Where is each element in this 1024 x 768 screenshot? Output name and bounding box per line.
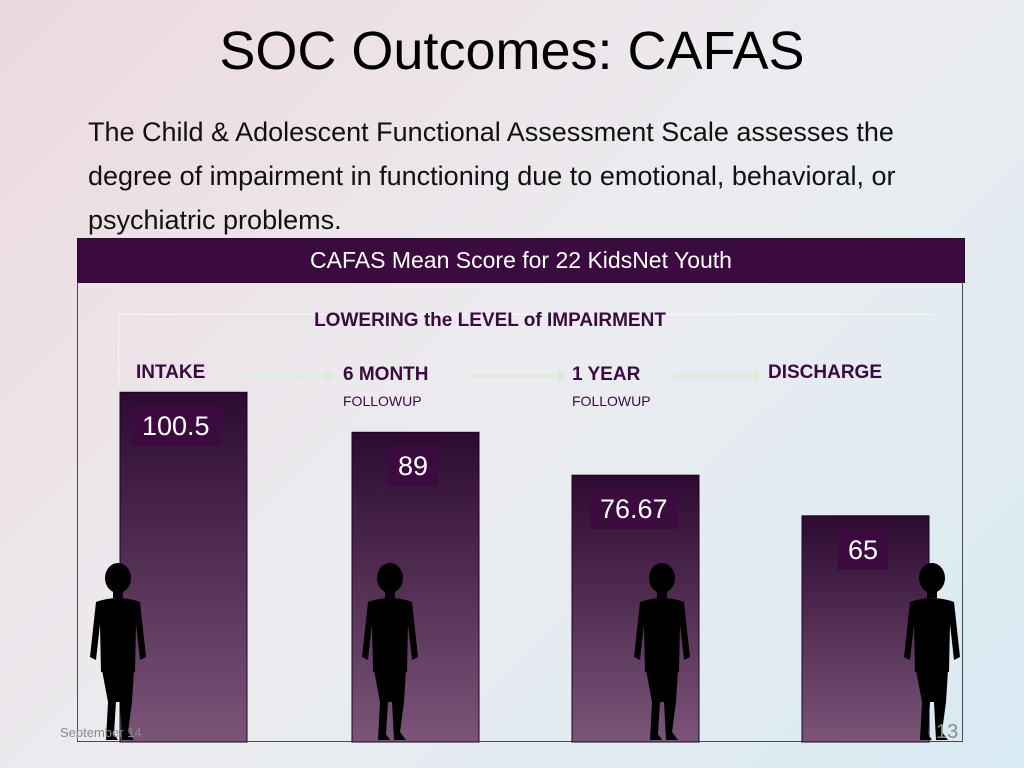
data-label-6-month: 89: [388, 446, 439, 487]
category-label-1-year: 1 YEAR: [572, 364, 641, 385]
chart-inner-frame: [118, 314, 934, 385]
arrow-icon: [472, 370, 566, 382]
chart-subtitle: LOWERING the LEVEL of IMPAIRMENT: [314, 310, 666, 331]
category-sublabel-6-month: FOLLOWUP: [343, 393, 422, 409]
data-label-discharge: 65: [838, 529, 889, 570]
category-sublabel-1-year: FOLLOWUP: [572, 393, 651, 409]
arrow-icon: [240, 370, 334, 382]
data-label-1-year: 76.67: [590, 489, 678, 530]
footer-date: September 14: [60, 725, 142, 740]
chart-area: [77, 282, 963, 742]
page-number: 13: [936, 721, 959, 743]
category-label-discharge: DISCHARGE: [768, 362, 883, 383]
intro-text: The Child & Adolescent Functional Assess…: [88, 117, 896, 235]
category-label-6-month: 6 MONTH: [343, 364, 429, 385]
category-label-intake: INTAKE: [136, 362, 206, 383]
slide-title: SOC Outcomes: CAFAS: [219, 21, 805, 81]
chart-title: CAFAS Mean Score for 22 KidsNet Youth: [77, 238, 965, 283]
arrow-icon: [668, 370, 762, 382]
data-label-intake: 100.5: [132, 406, 220, 447]
